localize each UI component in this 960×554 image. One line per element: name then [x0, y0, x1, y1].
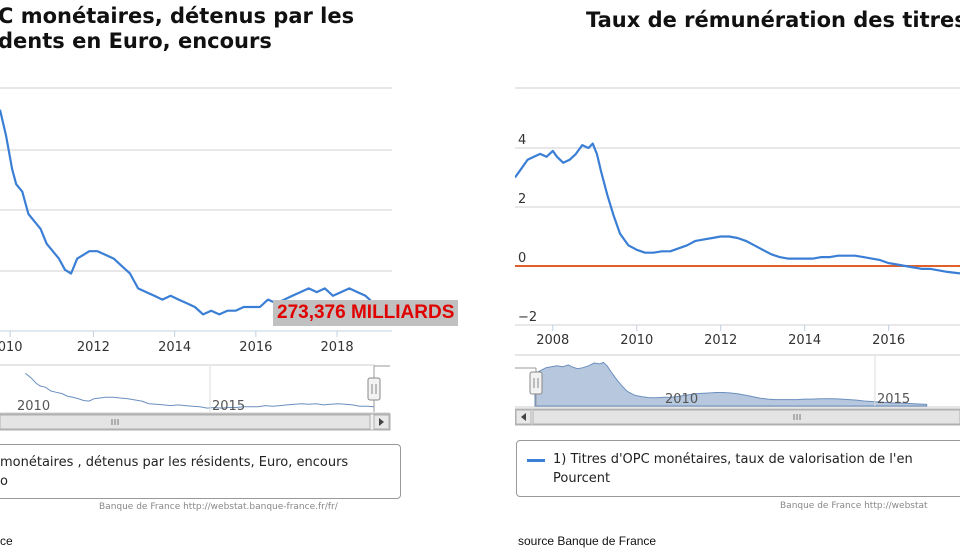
right-x-tick-label-4: 2016 [872, 333, 905, 348]
left-x-tick-label-0: 010 [0, 340, 23, 355]
left-navigator-label-0: 2010 [17, 399, 50, 414]
right-chart-title: Taux de rémunération des titres [586, 8, 960, 32]
right-x-tick-label-2: 2012 [704, 333, 737, 348]
arrow-left-icon [521, 413, 526, 421]
right-y-tick-label-0: 4 [518, 133, 526, 148]
right-navigator-label-1: 2015 [877, 392, 910, 407]
grip-icon [793, 414, 801, 420]
left-chart-title-line1: C monétaires, détenus par les [0, 4, 355, 28]
left-navigator-handle-right[interactable] [367, 377, 381, 401]
right-credit[interactable]: Banque de France http://webstat [780, 501, 928, 511]
right-scrollbar-thumb[interactable] [532, 409, 960, 425]
left-scrollbar-thumb[interactable] [0, 414, 371, 430]
right-x-tick-label-0: 2008 [536, 333, 569, 348]
right-legend-swatch [527, 459, 545, 462]
left-navigator[interactable] [0, 364, 390, 414]
right-x-tick-label-1: 2010 [620, 333, 653, 348]
left-series-line [0, 109, 391, 316]
right-chart: 4 2 0 −2 2008 2010 2012 2014 2016 2010 2015 [515, 87, 960, 426]
left-scrollbar[interactable] [0, 413, 391, 431]
right-y-tick-label-2: 0 [518, 251, 526, 266]
right-y-tick-label-1: 2 [518, 192, 526, 207]
left-chart: 010 2012 2014 2016 2018 2010 2015 [0, 87, 395, 431]
right-source: source Banque de France [518, 534, 657, 548]
left-x-tick-label-1: 2012 [77, 340, 110, 355]
right-navigator-handle-left[interactable] [529, 371, 543, 395]
left-navigator-line [25, 372, 375, 409]
right-navigator-label-0: 2010 [665, 392, 698, 407]
left-last-value-badge: 273,376 MILLIARDS [273, 300, 459, 326]
grip-icon [111, 419, 119, 425]
left-x-tick-label-4: 2018 [321, 340, 354, 355]
left-legend[interactable]: monétaires , détenus par les résidents, … [0, 444, 401, 499]
left-navigator-label-1: 2015 [212, 399, 245, 414]
right-navigator[interactable] [515, 354, 960, 408]
scroll-right-button[interactable] [373, 414, 390, 430]
right-legend-line1: 1) Titres d'OPC monétaires, taux de valo… [553, 452, 913, 467]
right-series-line [515, 142, 960, 275]
right-y-tick-label-3: −2 [518, 310, 537, 325]
right-x-tick-label-3: 2014 [788, 333, 821, 348]
right-legend[interactable]: 1) Titres d'OPC monétaires, taux de valo… [516, 440, 960, 497]
left-x-tick-label-2: 2014 [158, 340, 191, 355]
right-legend-line2: Pourcent [553, 471, 611, 486]
left-x-tick-label-3: 2016 [239, 340, 272, 355]
left-legend-line2: o [0, 474, 8, 489]
left-source: ce [0, 534, 13, 548]
right-scrollbar[interactable] [515, 408, 960, 426]
left-credit[interactable]: Banque de France http://webstat.banque-f… [99, 502, 338, 512]
right-navigator-area [534, 361, 928, 407]
left-chart-title-line2: dents en Euro, encours [0, 29, 272, 53]
scroll-left-button[interactable] [515, 409, 532, 425]
arrow-right-icon [379, 418, 384, 426]
left-legend-line1: monétaires , détenus par les résidents, … [0, 455, 349, 470]
